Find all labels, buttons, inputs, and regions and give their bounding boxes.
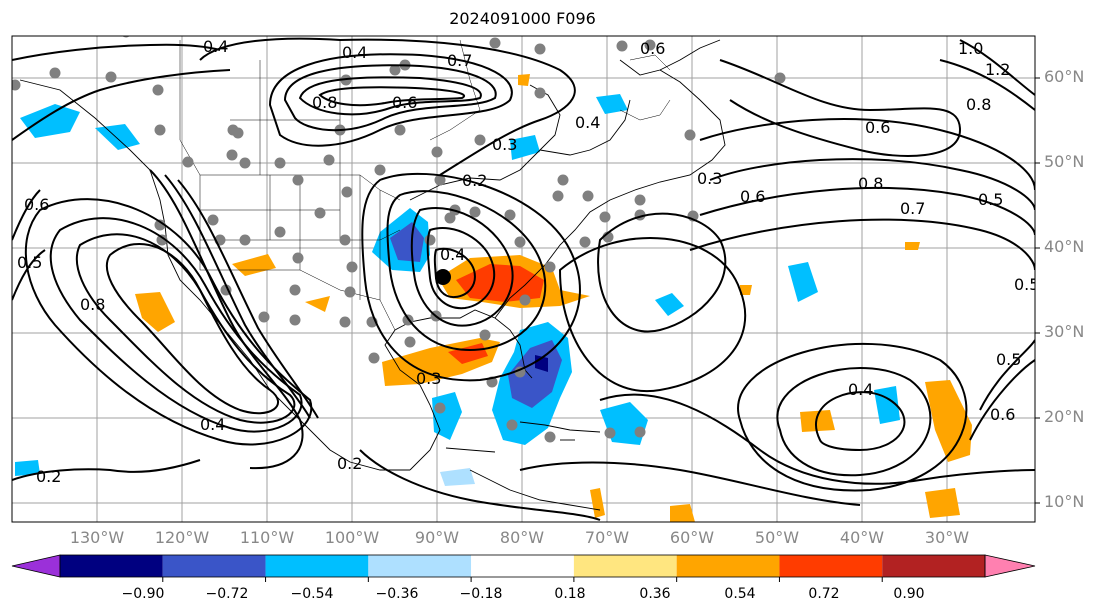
lon-label-70w: 70°W: [584, 528, 630, 547]
station-dots: [12, 36, 786, 443]
contour-label: 0.5: [978, 190, 1003, 209]
contour-label: 0.2: [36, 467, 61, 486]
lon-label-110w: 110°W: [239, 528, 295, 547]
colorbar-segment: [573, 555, 677, 577]
map-title: 2024091000 F096: [449, 9, 596, 28]
colorbar-tick-label: −0.54: [290, 586, 334, 602]
colorbar-segment: [265, 555, 369, 577]
colorbar-segment: [779, 555, 883, 577]
contour-label: 0.8: [858, 174, 883, 193]
lat-label-60n: 60°N: [1044, 67, 1085, 86]
lon-label-120w: 120°W: [154, 528, 210, 547]
lon-label-80w: 80°W: [499, 528, 545, 547]
colorbar-tick-label: −0.90: [121, 586, 165, 602]
contour-label: 0.6: [392, 93, 417, 112]
contour-label: 1.0: [958, 39, 983, 58]
lon-label-60w: 60°W: [669, 528, 715, 547]
contour-label: 1.2: [985, 60, 1010, 79]
contour-label: 0.3: [697, 169, 722, 188]
colorbar-segment: [676, 555, 780, 577]
lon-label-50w: 50°W: [754, 528, 800, 547]
contour-label: 0.2: [462, 171, 487, 190]
lon-label-40w: 40°W: [839, 528, 885, 547]
colorbar-tick-label: −0.72: [205, 586, 249, 602]
lat-label-20n: 20°N: [1044, 407, 1085, 426]
storm-center-marker: [435, 269, 451, 285]
lon-label-100w: 100°W: [324, 528, 380, 547]
colorbar-tick-label: −0.18: [459, 586, 503, 602]
contour-label: 0.4: [342, 43, 367, 62]
contour-label: 0.4: [440, 245, 465, 264]
contour-label: 0.6: [24, 195, 49, 214]
contour-label: 0.7: [900, 199, 925, 218]
contour-label: 0.8: [80, 295, 105, 314]
colorbar-tick-label: 0.18: [554, 586, 586, 602]
contour-label: 0.6: [740, 187, 765, 206]
tick-marks: [1035, 77, 1040, 504]
contour-label: 0.3: [492, 135, 517, 154]
canada-lakes: [429, 39, 671, 141]
state-borders: [179, 40, 401, 331]
lat-label-10n: 10°N: [1044, 492, 1085, 511]
colorbar-tick-label: −0.36: [375, 586, 419, 602]
contour-label: 0.6: [640, 39, 665, 58]
contour-label: 0.5: [17, 253, 42, 272]
contour-label: 0.4: [575, 113, 600, 132]
lon-label-130w: 130°W: [69, 528, 125, 547]
colorbar-segment: [471, 555, 574, 577]
colorbar-tick-label: 0.72: [808, 586, 840, 602]
colorbar-tick-label: 0.90: [893, 586, 925, 602]
colorbar-extend-min: [11, 554, 61, 578]
lon-label-30w: 30°W: [924, 528, 970, 547]
colorbar-frame: [59, 554, 986, 578]
contour-label: 0.7: [447, 51, 472, 70]
lat-label-50n: 50°N: [1044, 152, 1085, 171]
contour-label: 0.6: [990, 405, 1015, 424]
colorbar-segment: [60, 555, 163, 577]
contour-label: 0.4: [848, 380, 873, 399]
contour-label: 0.2: [337, 454, 362, 473]
map-frame: [11, 35, 1036, 523]
lat-label-30n: 30°N: [1044, 322, 1085, 341]
lat-label-40n: 40°N: [1044, 237, 1085, 256]
contour-label: 0.4: [203, 37, 228, 56]
contour-labels: 0.4 0.4 0.7 0.8 0.6 0.6 0.4 0.3 0.2 0.3 …: [17, 37, 1039, 486]
contour-label: 0.5: [1014, 275, 1039, 294]
colorbar-extend-max: [984, 554, 1036, 578]
contour-label: 0.8: [966, 95, 991, 114]
colorbar-tick-label: 0.36: [639, 586, 671, 602]
colorbar-segment: [882, 555, 985, 577]
contour-label: 0.3: [416, 369, 441, 388]
colorbar-segment: [162, 555, 266, 577]
contour-label: 0.4: [200, 415, 225, 434]
contour-label: 0.5: [996, 350, 1021, 369]
contour-label: 0.6: [865, 118, 890, 137]
contours: [12, 37, 1035, 521]
colorbar-tick-label: 0.54: [724, 586, 756, 602]
lon-label-90w: 90°W: [414, 528, 460, 547]
colorbar: [11, 554, 1036, 582]
contour-label: 0.8: [312, 93, 337, 112]
colorbar-segment: [368, 555, 472, 577]
